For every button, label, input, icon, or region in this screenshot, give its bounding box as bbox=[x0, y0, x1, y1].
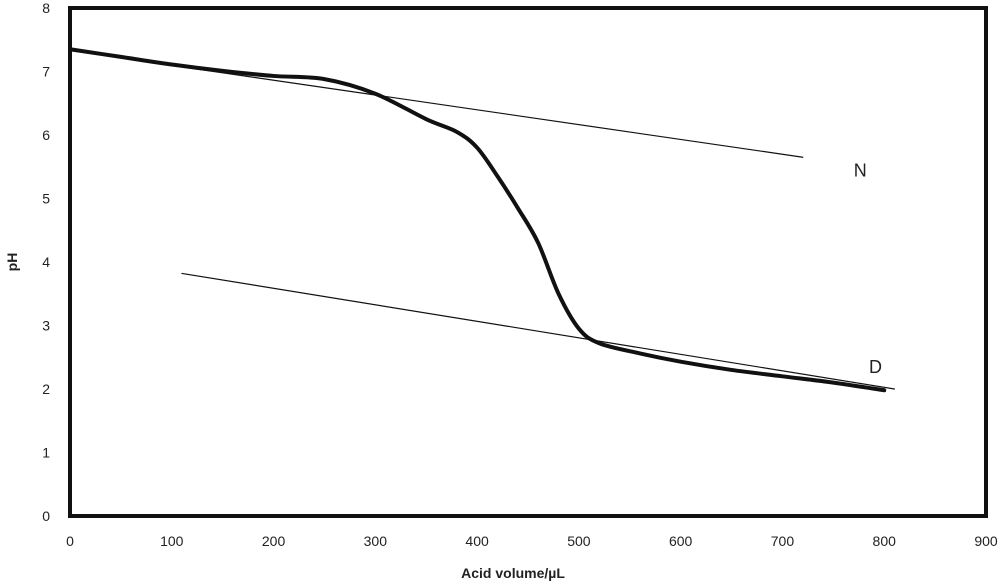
y-tick-label: 5 bbox=[42, 191, 50, 207]
x-tick-label: 0 bbox=[66, 533, 74, 549]
x-tick-label: 700 bbox=[771, 533, 795, 549]
curve-label-d: D bbox=[869, 357, 882, 377]
x-tick-label: 600 bbox=[669, 533, 693, 549]
tick-layer: 0 100 200 300 400 500 600 700 800 900 0 1 2 3 4 5 6 7 8 bbox=[42, 0, 998, 549]
y-axis-title: pH bbox=[4, 253, 20, 272]
y-tick-label: 7 bbox=[42, 64, 50, 80]
x-axis-title: Acid volume/µL bbox=[461, 565, 565, 581]
y-tick-label: 3 bbox=[42, 318, 50, 334]
annotation-layer: ND bbox=[854, 160, 882, 377]
dissociated-baseline-line bbox=[181, 272, 895, 390]
y-tick-label: 0 bbox=[42, 508, 50, 524]
y-tick-label: 2 bbox=[42, 381, 50, 397]
series-layer bbox=[68, 47, 895, 393]
plot-frame bbox=[68, 6, 988, 518]
x-tick-label: 500 bbox=[567, 533, 591, 549]
y-tick-label: 1 bbox=[42, 445, 50, 461]
x-tick-label: 200 bbox=[262, 533, 286, 549]
x-tick-label: 400 bbox=[465, 533, 489, 549]
y-tick-label: 6 bbox=[42, 127, 50, 143]
y-tick-label: 8 bbox=[42, 0, 50, 16]
titration-curve-line bbox=[68, 47, 887, 393]
x-tick-label: 100 bbox=[160, 533, 184, 549]
y-tick-label: 4 bbox=[42, 254, 50, 270]
x-tick-label: 300 bbox=[364, 533, 388, 549]
neutral-baseline-line bbox=[69, 49, 804, 158]
x-tick-label: 800 bbox=[873, 533, 897, 549]
curve-label-n: N bbox=[854, 160, 867, 180]
x-tick-label: 900 bbox=[974, 533, 998, 549]
